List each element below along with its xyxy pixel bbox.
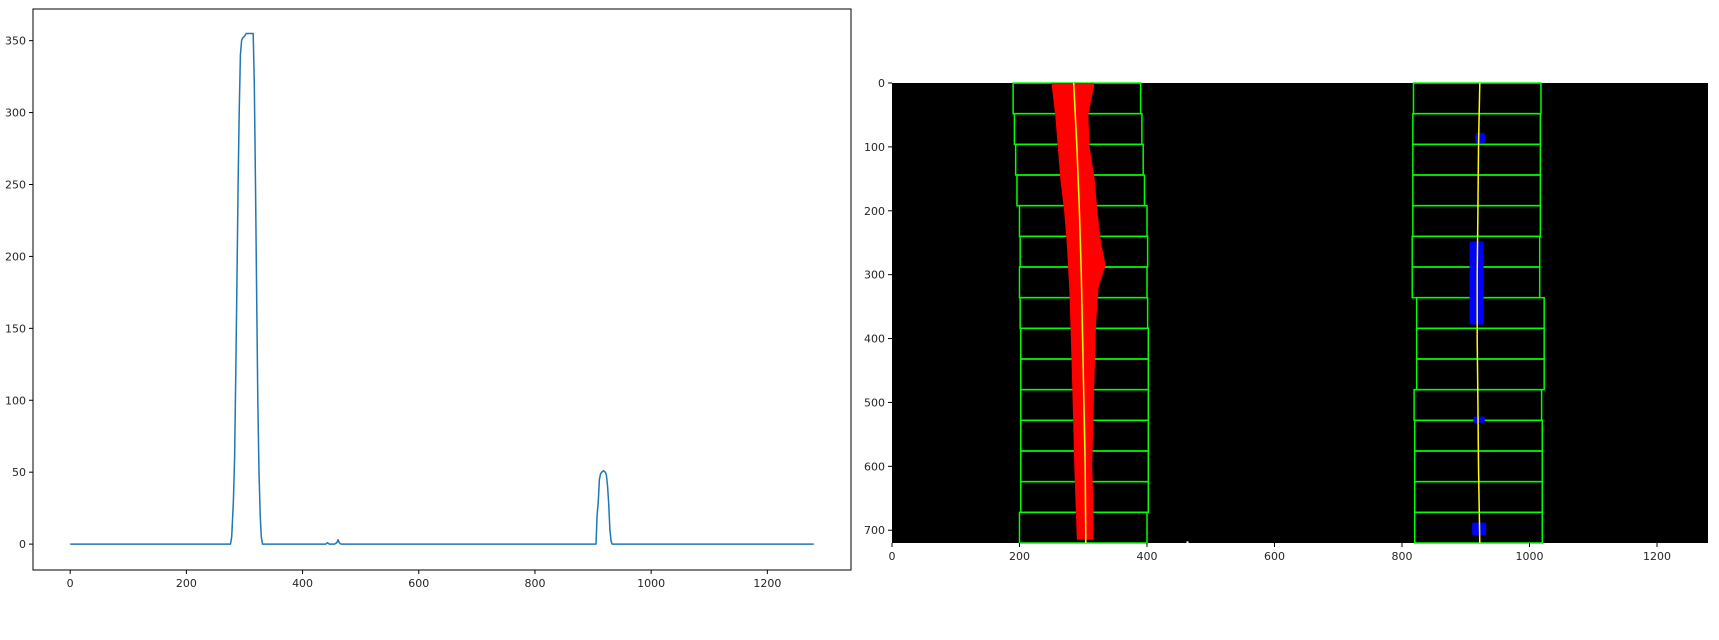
y-tick-label: 0	[19, 538, 26, 551]
x-tick-label: 400	[292, 577, 313, 590]
y-tick-label: 300	[5, 107, 26, 120]
histogram-ticks: 0 200 400 600 800 1000 1200 0 50 100 150 200 250 300 3…	[5, 35, 781, 590]
y-tick-label: 500	[864, 396, 885, 409]
histogram-plot: 0 200 400 600 800 1000 1200 0 50 100 150 200 250 300 3…	[5, 8, 852, 590]
lane-plot-ticks: 0 200 400 600 800 1000 1200 0 100 200 300 400 500 600…	[864, 77, 1671, 563]
y-tick-label: 50	[12, 466, 26, 479]
y-tick-label: 250	[5, 178, 26, 191]
x-tick-label: 200	[176, 577, 197, 590]
x-tick-label: 800	[1392, 550, 1413, 563]
y-tick-label: 200	[864, 205, 885, 218]
left-lane-fit-line	[1072, 82, 1087, 544]
x-tick-label: 600	[408, 577, 429, 590]
y-tick-label: 100	[864, 141, 885, 154]
x-tick-label: 0	[889, 550, 896, 563]
histogram-series-line	[70, 32, 814, 545]
x-tick-label: 1200	[753, 577, 781, 590]
x-tick-label: 1200	[1643, 550, 1671, 563]
right-lane-pixel-cluster	[1475, 132, 1485, 144]
y-tick-label: 0	[878, 77, 885, 90]
right-lane-fit-line	[1476, 82, 1481, 544]
stray-pixels	[1186, 541, 1189, 544]
x-tick-label: 400	[1137, 550, 1158, 563]
histogram-axes-frame	[32, 8, 852, 571]
left-lane-pixels	[1051, 83, 1106, 540]
y-tick-label: 100	[5, 394, 26, 407]
x-tick-label: 800	[524, 577, 545, 590]
right-lane-pixel-cluster	[1473, 416, 1485, 423]
y-tick-label: 600	[864, 460, 885, 473]
x-tick-label: 1000	[1516, 550, 1544, 563]
y-tick-label: 350	[5, 35, 26, 48]
sliding-window-right	[1414, 511, 1543, 544]
y-tick-label: 400	[864, 333, 885, 346]
lane-image-background	[892, 83, 1708, 543]
x-tick-label: 1000	[637, 577, 665, 590]
x-tick-label: 600	[1264, 550, 1285, 563]
lane-window-plot: 0 200 400 600 800 1000 1200 0 100 200 300 400 500 600…	[864, 77, 1708, 563]
y-tick-label: 700	[864, 524, 885, 537]
y-tick-label: 300	[864, 269, 885, 282]
stray-pixel	[1186, 541, 1189, 544]
y-tick-label: 200	[5, 250, 26, 263]
x-tick-label: 200	[1009, 550, 1030, 563]
x-tick-label: 0	[67, 577, 74, 590]
y-tick-label: 150	[5, 322, 26, 335]
